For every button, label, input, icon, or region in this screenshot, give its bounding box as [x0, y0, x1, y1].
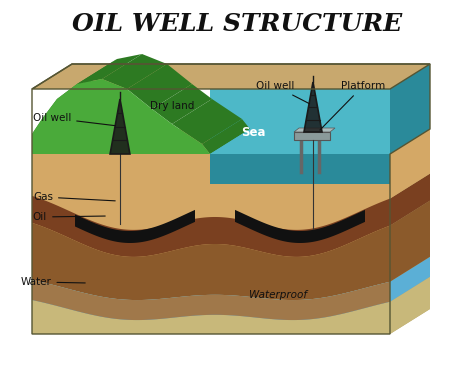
Polygon shape [390, 64, 430, 334]
Polygon shape [32, 300, 390, 334]
Polygon shape [304, 82, 322, 132]
Polygon shape [294, 128, 335, 132]
Polygon shape [32, 223, 390, 300]
Polygon shape [110, 99, 130, 154]
Polygon shape [202, 119, 250, 154]
Polygon shape [390, 129, 430, 199]
Polygon shape [390, 174, 430, 226]
Polygon shape [102, 54, 167, 89]
Polygon shape [32, 109, 72, 154]
Polygon shape [42, 74, 97, 119]
Polygon shape [32, 280, 390, 320]
Polygon shape [210, 154, 390, 184]
Polygon shape [75, 210, 195, 243]
Polygon shape [32, 196, 390, 257]
Text: Platform: Platform [320, 81, 385, 130]
Polygon shape [390, 277, 430, 334]
Text: Waterproof: Waterproof [249, 290, 307, 300]
Polygon shape [390, 200, 430, 282]
Polygon shape [127, 64, 192, 109]
Polygon shape [152, 84, 212, 124]
Polygon shape [390, 64, 430, 154]
Text: Oil well: Oil well [33, 113, 115, 126]
Polygon shape [32, 280, 390, 320]
Polygon shape [210, 129, 430, 154]
Polygon shape [172, 99, 242, 144]
Text: Dry land: Dry land [150, 101, 194, 111]
Polygon shape [32, 129, 250, 154]
Polygon shape [210, 89, 390, 154]
Polygon shape [32, 154, 390, 334]
Text: Oil well: Oil well [256, 81, 310, 104]
Text: Water: Water [20, 277, 85, 287]
Text: OIL WELL STRUCTURE: OIL WELL STRUCTURE [72, 12, 402, 36]
Text: Oil: Oil [33, 212, 105, 222]
Polygon shape [294, 132, 330, 140]
Polygon shape [77, 54, 142, 84]
Polygon shape [57, 59, 117, 99]
Polygon shape [235, 210, 365, 243]
Polygon shape [32, 79, 210, 154]
Polygon shape [32, 94, 82, 134]
Polygon shape [32, 64, 430, 89]
Text: Sea: Sea [241, 125, 265, 138]
Polygon shape [390, 257, 430, 302]
Polygon shape [32, 154, 390, 230]
Text: Gas: Gas [33, 192, 115, 202]
